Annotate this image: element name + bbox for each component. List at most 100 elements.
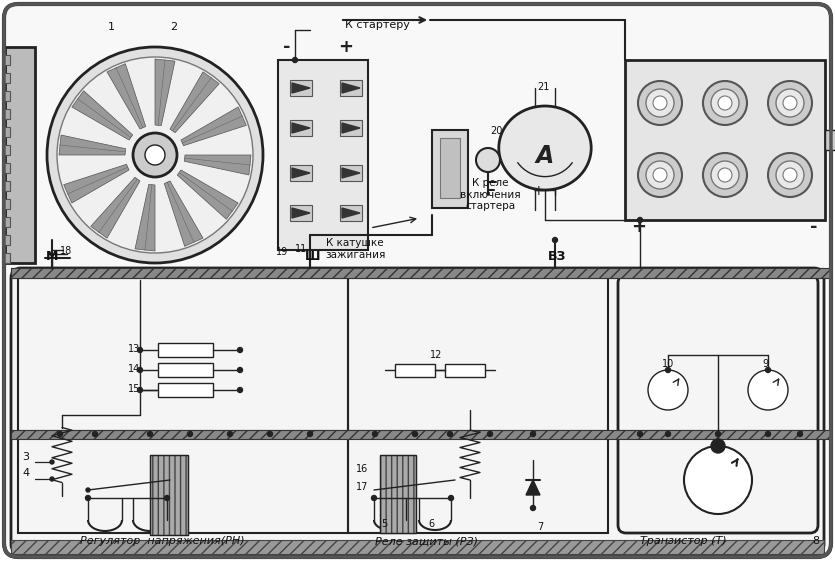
Circle shape [145,145,165,165]
Circle shape [711,439,725,453]
Circle shape [783,168,797,182]
Circle shape [653,168,667,182]
Text: Ш: Ш [305,250,321,263]
Circle shape [768,153,812,197]
Text: 18: 18 [60,246,73,256]
Bar [11,268,824,278]
Circle shape [716,431,721,436]
Text: 5: 5 [381,519,387,529]
Text: 19: 19 [276,247,288,257]
Circle shape [637,431,642,436]
Circle shape [138,388,143,393]
Bar [5,47,35,263]
Circle shape [372,495,377,500]
Circle shape [766,367,771,373]
Circle shape [530,431,535,436]
Circle shape [797,431,802,436]
Text: 11: 11 [295,244,307,254]
Circle shape [148,431,153,436]
Bar [380,455,416,533]
Circle shape [227,431,232,436]
Bar [340,205,362,221]
Circle shape [412,431,418,436]
Polygon shape [292,83,310,93]
Text: 4: 4 [22,468,29,478]
Circle shape [50,460,54,464]
Bar [290,165,312,181]
Circle shape [638,153,682,197]
Bar [158,363,212,377]
Bar [290,120,312,136]
Text: 14: 14 [128,364,140,374]
Circle shape [703,153,747,197]
Bar [2,181,10,191]
Text: 1: 1 [108,22,115,32]
Circle shape [138,367,143,373]
Text: 12: 12 [430,350,443,360]
Polygon shape [135,185,155,251]
Polygon shape [164,181,203,246]
Circle shape [476,148,500,172]
Circle shape [47,47,263,263]
Bar [380,455,416,533]
Circle shape [164,495,170,500]
Text: К катушке
зажигания: К катушке зажигания [325,238,385,260]
Bar [11,430,831,439]
Circle shape [665,431,671,436]
Circle shape [768,81,812,125]
Polygon shape [342,168,360,178]
Bar [2,127,10,137]
Circle shape [237,388,242,393]
Bar [2,73,10,83]
Text: М: М [46,250,58,263]
Text: К стартеру: К стартеру [345,20,410,30]
Polygon shape [292,208,310,218]
Polygon shape [107,64,146,129]
Circle shape [748,370,788,410]
Circle shape [530,505,535,511]
FancyBboxPatch shape [4,4,831,557]
Text: Регулятор  напряжения(РН): Регулятор напряжения(РН) [80,536,245,546]
Circle shape [372,431,377,436]
Circle shape [637,218,642,223]
Bar [825,130,835,150]
Circle shape [237,347,242,352]
Polygon shape [342,208,360,218]
Polygon shape [63,164,129,203]
Circle shape [711,161,739,189]
Polygon shape [526,480,540,495]
Bar [625,60,825,220]
Circle shape [448,495,453,500]
Text: 2: 2 [170,22,177,32]
Text: ВЗ: ВЗ [548,250,566,263]
Polygon shape [155,59,175,126]
Text: +: + [631,218,646,236]
Bar [348,275,608,533]
Polygon shape [59,135,125,155]
Text: +: + [533,184,544,198]
Bar [2,253,10,263]
Circle shape [646,161,674,189]
Circle shape [307,431,312,436]
Circle shape [58,431,63,436]
Polygon shape [72,91,133,140]
Bar [158,343,212,357]
Bar [432,130,468,208]
Circle shape [783,96,797,110]
Text: -: - [283,38,291,56]
Bar [340,120,362,136]
Circle shape [488,431,493,436]
Polygon shape [181,107,246,146]
Bar [150,455,188,535]
Circle shape [648,370,688,410]
Bar [340,165,362,181]
Ellipse shape [498,106,591,190]
Circle shape [138,347,143,352]
Bar [440,138,460,198]
Polygon shape [292,168,310,178]
Text: 21: 21 [537,82,549,92]
FancyBboxPatch shape [11,268,824,554]
Circle shape [711,89,739,117]
Bar [2,91,10,101]
Bar [2,145,10,155]
